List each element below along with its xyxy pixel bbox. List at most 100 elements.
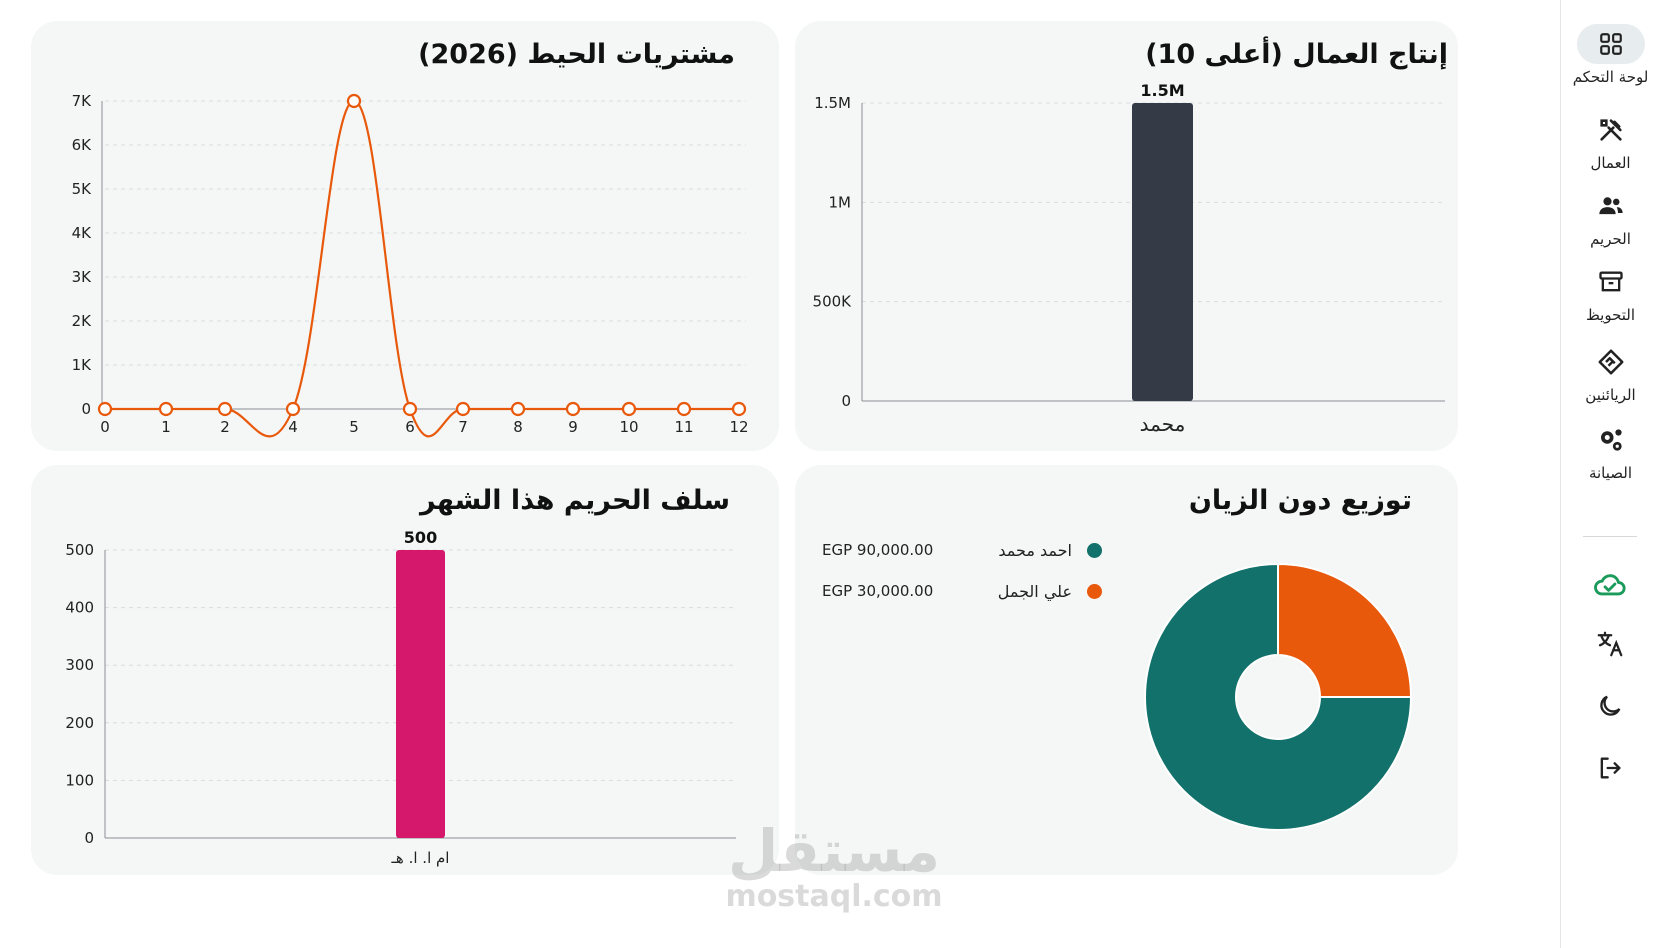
bar (1132, 103, 1193, 401)
sidebar-item-label: لوحة التحكم (1572, 68, 1649, 86)
y-tick-label: 500K (813, 293, 853, 311)
y-tick-label: 4K (72, 224, 93, 242)
cloud-sync-button[interactable] (1590, 564, 1630, 604)
y-tick-label: 0 (81, 400, 91, 418)
x-tick-label: 1 (161, 418, 171, 436)
y-tick-label: 1.5M (814, 94, 851, 112)
dashboard-grid-icon (1576, 24, 1645, 64)
women-advances-card: سلف الحريم هذا الشهر 0 100 200 300 400 500 500… (31, 465, 779, 875)
data-point (217, 401, 233, 417)
x-tick-label: 10 (619, 418, 638, 436)
y-tick-label: 100 (65, 771, 94, 789)
x-tick-label: 8 (513, 418, 523, 436)
sidebar-item-women[interactable]: الحريم (1561, 186, 1660, 248)
data-point (565, 401, 581, 417)
pie-slice (1277, 562, 1413, 698)
x-tick-label: 4 (288, 418, 298, 436)
women-advances-bar-chart: 0 100 200 300 400 500 500 ام ا. ا. هـ (65, 528, 736, 867)
y-tick-label: 300 (65, 656, 94, 674)
sidebar-item-label: الحريم (1590, 230, 1631, 248)
sidebar-item-label: الريائنين (1585, 386, 1636, 404)
sidebar-item-label: الصيانة (1588, 464, 1633, 482)
sidebar-item-label: التحويظ (1585, 306, 1636, 324)
debt-distribution-donut-chart (1144, 562, 1413, 831)
pie-slice (1144, 562, 1413, 831)
y-tick-label: 7K (72, 92, 93, 110)
x-tick-label: 11 (674, 418, 693, 436)
y-tick-label: 1M (829, 193, 852, 211)
y-tick-label: 0 (841, 392, 851, 410)
x-tick-label: 2 (220, 418, 230, 436)
legend-color-dot (1087, 583, 1102, 599)
women-advances-title: سلف الحريم هذا الشهر (420, 485, 730, 516)
legend-item-ali[interactable]: EGP 30,000.00 علي الجمل (822, 580, 1102, 602)
legend-value: EGP 30,000.00 (822, 582, 934, 600)
language-button[interactable] (1590, 624, 1630, 664)
legend-value: EGP 90,000.00 (822, 541, 934, 559)
gears-icon (1577, 420, 1645, 460)
sidebar-item-workers[interactable]: العمال (1561, 110, 1660, 172)
data-point (510, 401, 526, 417)
legend-name: علي الجمل (997, 581, 1072, 601)
x-tick-label: 0 (100, 418, 110, 436)
y-tick-label: 2K (72, 312, 93, 330)
bar (396, 550, 445, 838)
worker-production-card: إنتاج العمال (أعلى 10) 0 500K 1M 1.5M 1.5M مح… (795, 21, 1458, 451)
moon-icon (1600, 695, 1621, 716)
y-tick-label: 6K (72, 136, 93, 154)
users-icon (1577, 186, 1645, 226)
bar-data-label: 500 (404, 528, 437, 547)
debt-distribution-card: توزيع دون الزيان EGP 90,000.00 احمد محمد… (795, 465, 1458, 875)
data-point (676, 401, 692, 417)
sidebar: لوحة التحكم العمال الحريم (1560, 0, 1660, 948)
y-tick-label: 400 (65, 599, 94, 617)
logout-button[interactable] (1590, 748, 1630, 788)
sidebar-divider (1583, 536, 1637, 537)
x-tick-label: 7 (458, 418, 468, 436)
legend-color-dot (1087, 542, 1102, 558)
x-tick-label: 6 (405, 418, 415, 436)
archive-box-icon (1577, 262, 1645, 302)
handshake-icon (1577, 342, 1645, 382)
translate-icon (1597, 631, 1623, 657)
legend-item-ahmed[interactable]: EGP 90,000.00 احمد محمد (822, 539, 1102, 561)
sidebar-item-partners[interactable]: الريائنين (1561, 342, 1660, 404)
y-tick-label: 5K (72, 180, 93, 198)
data-point (731, 401, 747, 417)
y-tick-label: 1K (72, 356, 93, 374)
cloud-check-icon (1594, 574, 1626, 596)
x-tick-label: 12 (729, 418, 748, 436)
data-point (621, 401, 637, 417)
data-point (97, 401, 113, 417)
theme-toggle-button[interactable] (1590, 686, 1630, 726)
sidebar-item-label: العمال (1590, 154, 1631, 172)
y-tick-label: 500 (65, 541, 94, 559)
worker-production-title: إنتاج العمال (أعلى 10) (1145, 39, 1448, 70)
debt-distribution-title: توزيع دون الزيان (1188, 485, 1412, 516)
watermark-latin: mostaql.com (725, 879, 943, 914)
x-category-label: محمد (1140, 412, 1186, 436)
logout-icon (1600, 757, 1621, 779)
data-point (402, 401, 418, 417)
data-point (158, 401, 174, 417)
data-point (346, 93, 362, 109)
y-tick-label: 3K (72, 268, 93, 286)
thread-purchases-title: مشتريات الحيط (2026) (418, 39, 735, 70)
x-category-label: ام ا. ا. هـ (391, 849, 450, 867)
series-line (104, 99, 739, 438)
sidebar-item-maintenance[interactable]: الصيانة (1561, 420, 1660, 482)
y-tick-label: 0 (84, 829, 94, 847)
x-tick-label: 9 (568, 418, 578, 436)
sidebar-item-tahweez[interactable]: التحويظ (1561, 262, 1660, 324)
x-tick-label: 5 (349, 418, 359, 436)
legend-name: احمد محمد (998, 540, 1072, 560)
worker-production-bar-chart: 0 500K 1M 1.5M 1.5M محمد (813, 81, 1445, 436)
y-tick-label: 200 (65, 714, 94, 732)
thread-purchases-card: مشتريات الحيط (2026) 0 1K 2K 3K 4K 5K 6K 7K 0 1 2 4… (31, 21, 779, 451)
data-point (455, 401, 471, 417)
bar-data-label: 1.5M (1140, 81, 1184, 100)
data-point (285, 401, 301, 417)
sidebar-item-dashboard[interactable]: لوحة التحكم (1561, 24, 1660, 86)
